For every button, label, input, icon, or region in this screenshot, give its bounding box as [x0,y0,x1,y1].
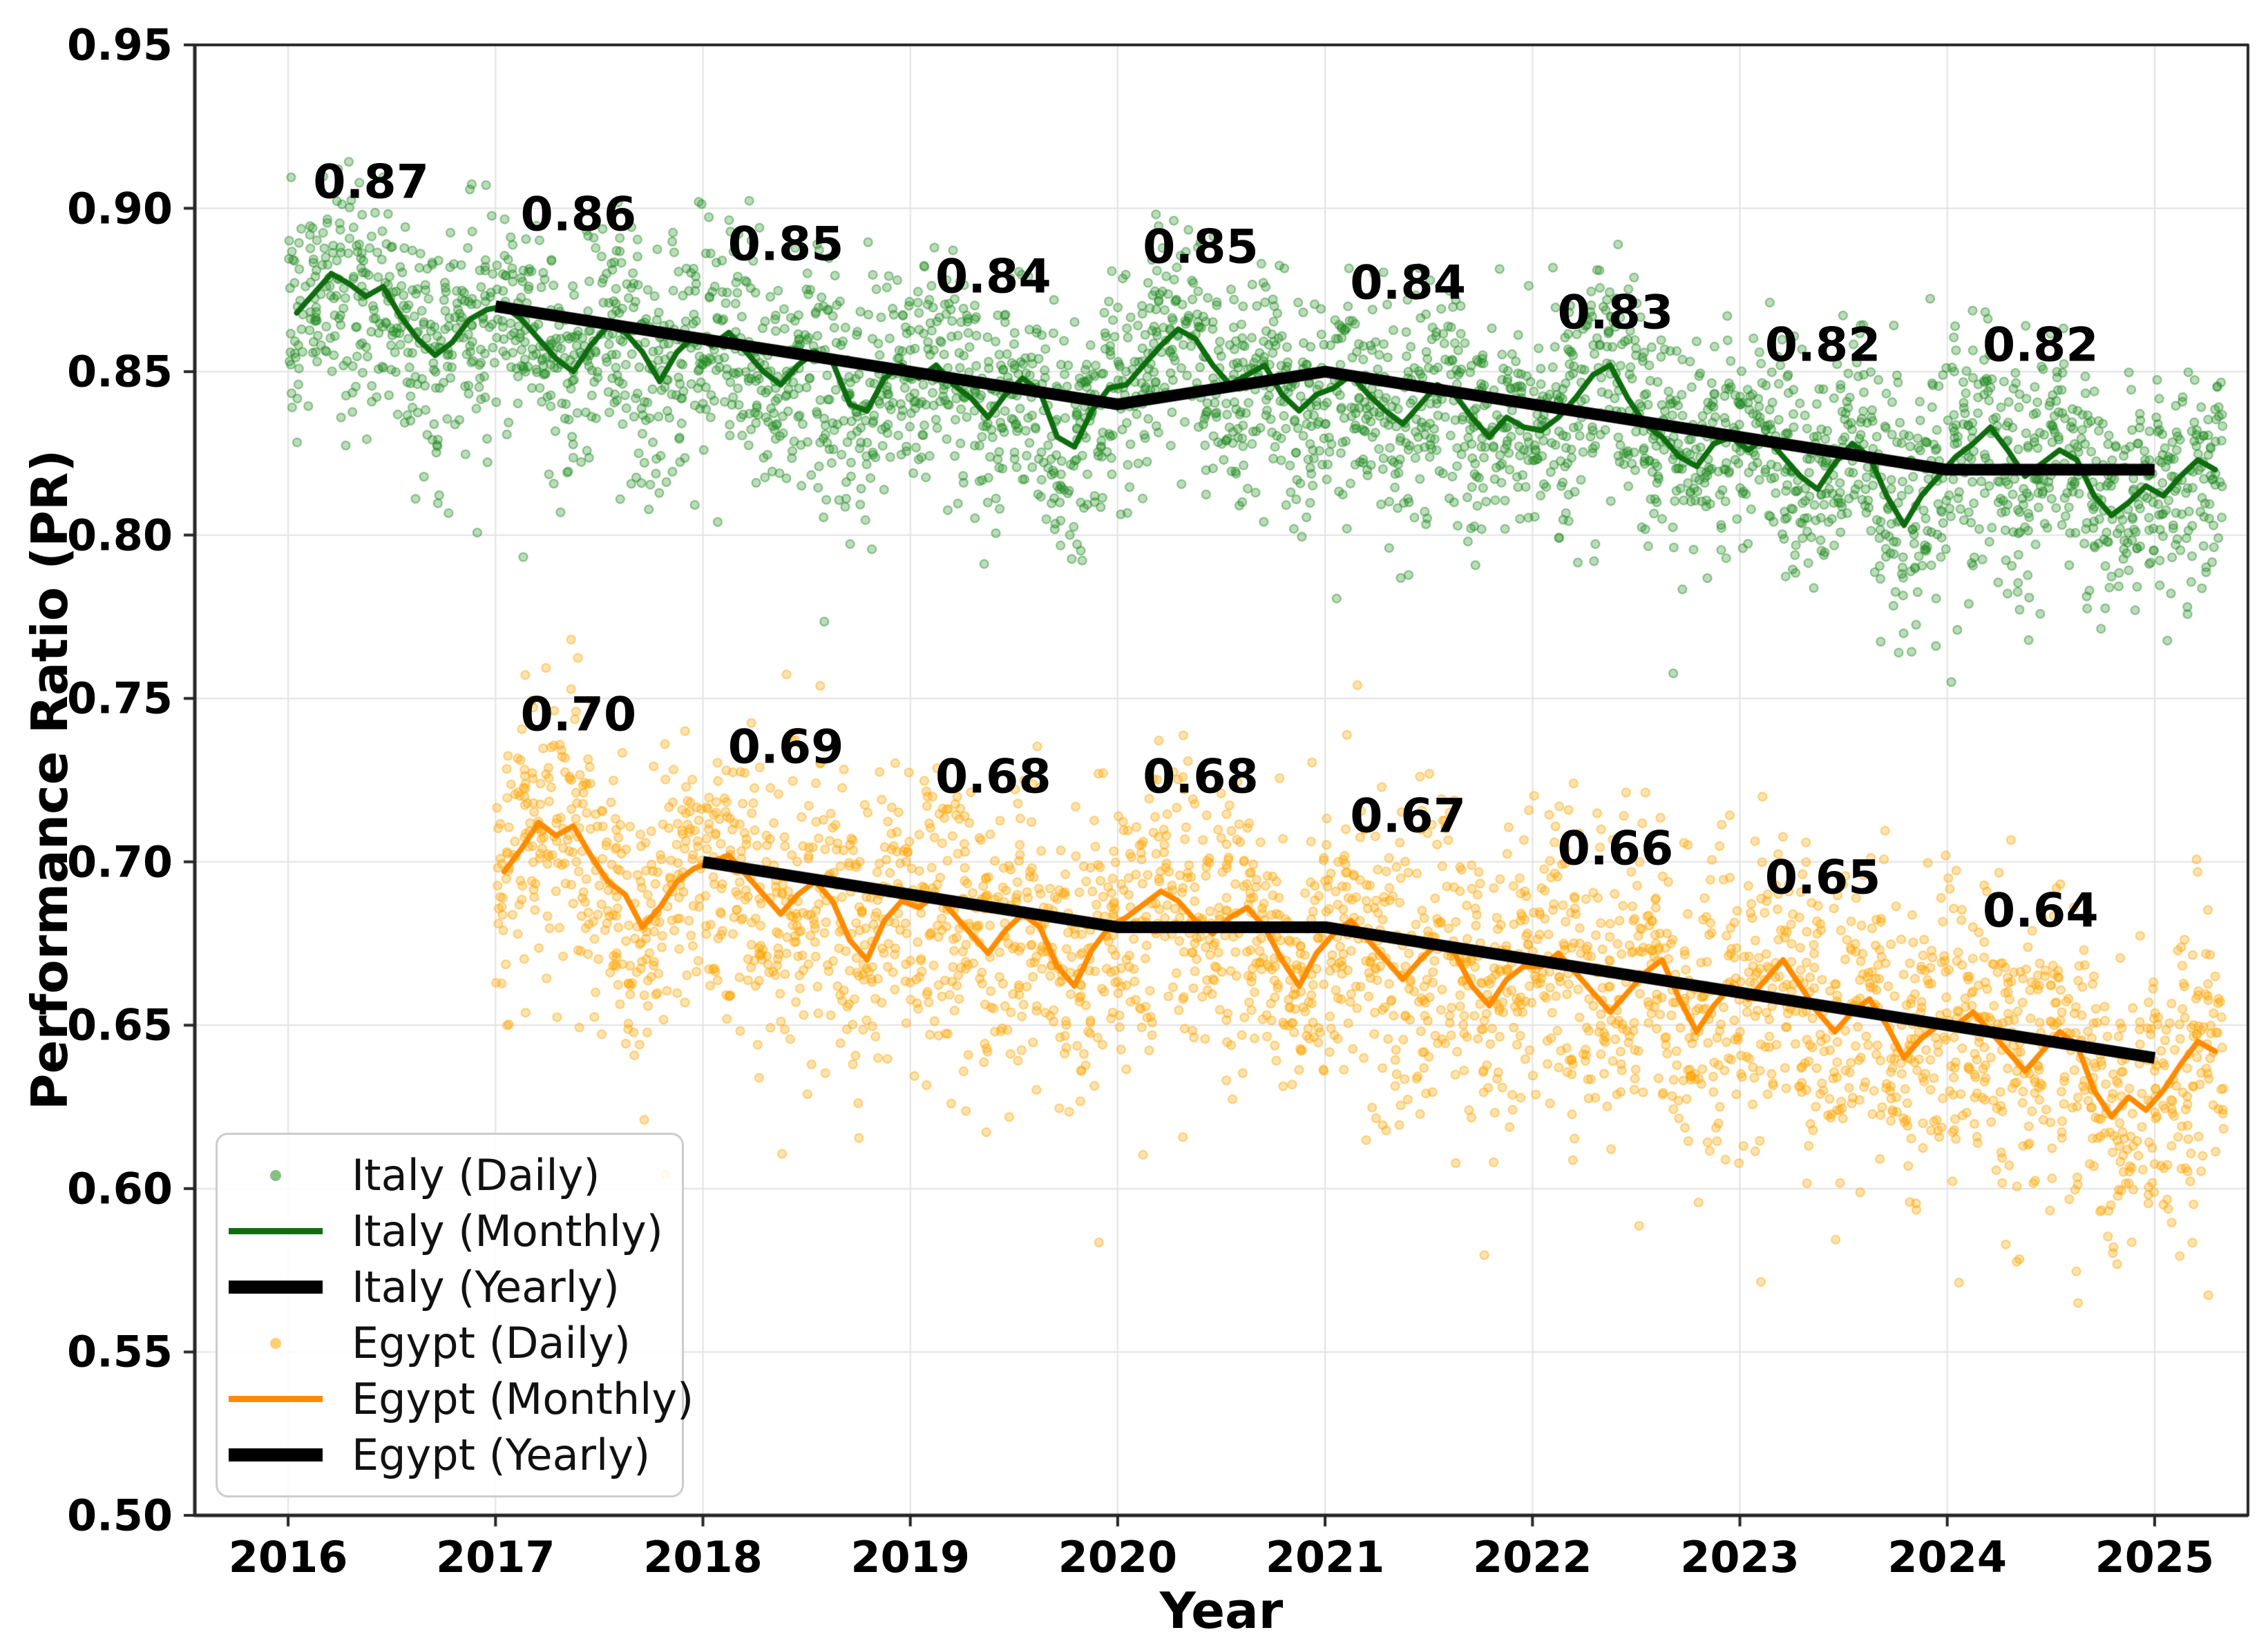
italy-yearly-annotation: 0.82 [1982,318,2099,373]
italy-yearly-annotation: 0.83 [1557,285,1674,341]
x-tick-label: 2021 [1265,1532,1385,1582]
italy-yearly-annotation: 0.82 [1764,318,1881,373]
x-tick-label: 2018 [643,1532,763,1582]
legend-line-marker [229,1396,323,1402]
egypt-yearly-annotation: 0.70 [520,687,637,742]
legend: Italy (Daily) Italy (Monthly) Italy (Yearl… [216,1133,694,1497]
egypt-yearly-annotation: 0.65 [1764,850,1881,905]
legend-swatch [270,1337,281,1349]
x-tick-label: 2017 [436,1532,555,1582]
legend-label: Italy (Daily) [352,1150,600,1200]
egypt-yearly-annotation: 0.67 [1350,789,1467,844]
legend-swatch [229,1448,323,1461]
legend-swatch [229,1228,323,1234]
egypt-yearly-annotation: 0.68 [935,749,1051,805]
y-axis-title: Performance Ratio (PR) [21,449,79,1111]
legend-swatch [229,1281,323,1294]
italy-yearly-annotation: 0.84 [1350,256,1467,311]
italy-yearly-annotation: 0.87 [313,155,430,210]
egypt-yearly-annotation: 0.68 [1143,749,1259,805]
y-tick-label: 0.65 [67,999,173,1051]
x-tick-label: 2025 [2095,1532,2215,1582]
x-tick-label: 2024 [1887,1532,2007,1582]
legend-swatch [270,1169,281,1181]
legend-thick-line-marker [229,1448,323,1461]
y-tick-label: 0.90 [67,183,173,234]
y-tick-label: 0.60 [67,1163,173,1214]
legend-item-egypt-monthly: Egypt (Monthly) [229,1374,694,1424]
legend-item-egypt-daily: Egypt (Daily) [229,1318,668,1368]
legend-label: Egypt (Yearly) [352,1430,651,1480]
legend-line-marker [229,1228,323,1234]
y-tick-label: 0.70 [67,836,173,888]
legend-dot-marker [229,1169,323,1181]
legend-swatch [229,1396,323,1402]
y-tick-label: 0.85 [67,346,173,397]
legend-label: Italy (Yearly) [352,1262,620,1312]
legend-label: Egypt (Daily) [352,1318,631,1368]
egypt-yearly-annotation: 0.66 [1557,821,1674,876]
x-tick-label: 2019 [850,1532,970,1582]
y-tick-label: 0.75 [67,673,173,724]
italy-yearly-annotation: 0.85 [1143,220,1259,275]
x-tick-label: 2016 [228,1532,348,1582]
italy-yearly-annotation: 0.84 [935,249,1051,305]
legend-item-egypt-yearly: Egypt (Yearly) [229,1430,668,1480]
italy-yearly-annotation: 0.85 [727,217,844,272]
legend-thick-line-marker [229,1281,323,1294]
x-axis-title: Year [1159,1582,1284,1639]
x-tick-label: 2022 [1473,1532,1592,1582]
x-tick-label: 2020 [1058,1532,1178,1582]
egypt-yearly-annotation: 0.64 [1982,883,2099,939]
legend-item-italy-yearly: Italy (Yearly) [229,1262,668,1312]
legend-label: Italy (Monthly) [352,1206,663,1256]
y-tick-label: 0.95 [67,19,173,70]
legend-label: Egypt (Monthly) [352,1374,694,1424]
legend-item-italy-daily: Italy (Daily) [229,1150,668,1200]
legend-item-italy-monthly: Italy (Monthly) [229,1206,668,1256]
y-tick-label: 0.50 [67,1490,173,1541]
y-tick-label: 0.55 [67,1326,173,1377]
x-tick-label: 2023 [1680,1532,1800,1582]
egypt-yearly-annotation: 0.69 [727,720,844,775]
y-tick-label: 0.80 [67,510,173,561]
legend-dot-marker [229,1337,323,1349]
italy-yearly-annotation: 0.86 [520,187,637,242]
